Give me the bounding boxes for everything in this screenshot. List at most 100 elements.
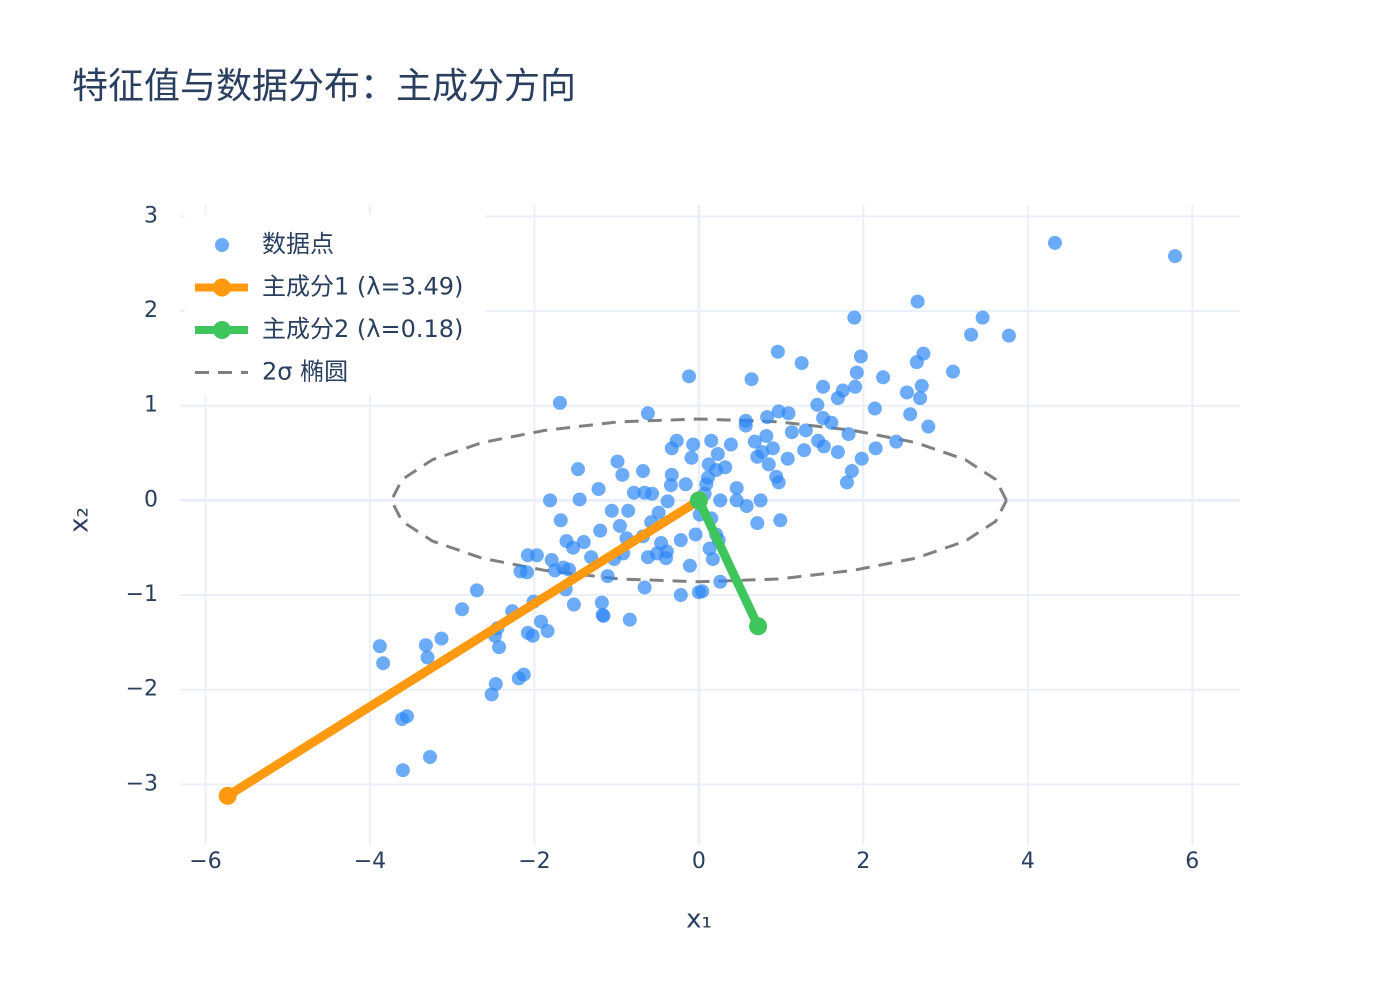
data-point bbox=[830, 445, 845, 460]
data-point bbox=[876, 370, 891, 385]
data-point bbox=[434, 631, 449, 646]
data-point bbox=[682, 558, 697, 573]
data-point bbox=[849, 365, 864, 380]
data-point bbox=[750, 516, 765, 531]
data-point bbox=[909, 355, 924, 370]
x-axis-title: x₁ bbox=[686, 905, 712, 935]
data-point bbox=[781, 406, 796, 421]
data-point bbox=[635, 464, 650, 479]
legend-label: 数据点 bbox=[262, 230, 334, 258]
data-point bbox=[594, 595, 609, 610]
data-point bbox=[621, 503, 636, 518]
data-point bbox=[839, 475, 854, 490]
data-point bbox=[572, 492, 587, 507]
data-point bbox=[484, 687, 499, 702]
data-point bbox=[686, 437, 701, 452]
data-point bbox=[553, 513, 568, 528]
data-point bbox=[695, 584, 710, 599]
data-point bbox=[660, 494, 675, 509]
component-point bbox=[218, 786, 237, 805]
data-point bbox=[622, 612, 637, 627]
data-point bbox=[913, 391, 928, 406]
data-point bbox=[914, 378, 929, 393]
data-point bbox=[816, 439, 831, 454]
x-tick-label: 6 bbox=[1185, 849, 1199, 874]
data-point bbox=[492, 640, 507, 655]
x-tick-label: 0 bbox=[692, 849, 706, 874]
data-point bbox=[637, 580, 652, 595]
data-point bbox=[422, 749, 437, 764]
data-point bbox=[847, 310, 862, 325]
data-point bbox=[663, 478, 678, 493]
data-point bbox=[688, 527, 703, 542]
data-point bbox=[571, 462, 586, 477]
component-line bbox=[223, 495, 704, 801]
data-point bbox=[704, 433, 719, 448]
data-point bbox=[576, 535, 591, 550]
data-point bbox=[420, 650, 435, 665]
data-point bbox=[854, 451, 869, 466]
data-point bbox=[372, 639, 387, 654]
data-point bbox=[547, 563, 562, 578]
data-point bbox=[750, 449, 765, 464]
chart-title: 特征值与数据分布：主成分方向 bbox=[72, 66, 576, 107]
data-point bbox=[761, 457, 776, 472]
data-point bbox=[626, 485, 641, 500]
data-point bbox=[455, 602, 470, 617]
data-point bbox=[561, 562, 576, 577]
data-point bbox=[723, 437, 738, 452]
data-point bbox=[710, 446, 725, 461]
data-point bbox=[395, 763, 410, 778]
legend-label: 主成分2 (λ=0.18) bbox=[262, 315, 463, 343]
data-point bbox=[964, 327, 979, 342]
data-point bbox=[684, 450, 699, 465]
data-point bbox=[376, 656, 391, 671]
data-point bbox=[566, 597, 581, 612]
data-point bbox=[816, 379, 831, 394]
data-point bbox=[780, 451, 795, 466]
data-point bbox=[830, 391, 845, 406]
data-point bbox=[729, 481, 744, 496]
data-point bbox=[705, 552, 720, 567]
data-point bbox=[610, 454, 625, 469]
y-tick-label: 3 bbox=[144, 203, 158, 228]
data-point bbox=[543, 493, 558, 508]
data-point bbox=[664, 441, 679, 456]
data-point bbox=[673, 533, 688, 548]
data-point bbox=[946, 364, 961, 379]
data-point bbox=[810, 397, 825, 412]
legend-label: 2σ 椭圆 bbox=[262, 358, 348, 386]
y-axis-title: x₂ bbox=[65, 507, 95, 533]
y-tick-label: 2 bbox=[144, 298, 158, 323]
data-point bbox=[759, 429, 774, 444]
data-point bbox=[612, 518, 627, 533]
data-point bbox=[794, 356, 809, 371]
data-point bbox=[975, 310, 990, 325]
data-point bbox=[469, 583, 484, 598]
data-point bbox=[903, 407, 918, 422]
data-point bbox=[1047, 235, 1062, 250]
data-point bbox=[868, 441, 883, 456]
data-point bbox=[824, 415, 839, 430]
data-point bbox=[848, 379, 863, 394]
component-line bbox=[694, 495, 763, 631]
data-point bbox=[678, 477, 693, 492]
data-point bbox=[798, 423, 813, 438]
data-point bbox=[844, 464, 859, 479]
y-tick-label: −3 bbox=[126, 771, 158, 796]
data-point bbox=[525, 628, 540, 643]
data-point bbox=[640, 550, 655, 565]
y-tick-label: −2 bbox=[126, 677, 158, 702]
data-point bbox=[1168, 249, 1183, 264]
data-point bbox=[604, 503, 619, 518]
data-point bbox=[910, 294, 925, 309]
data-point bbox=[593, 523, 608, 538]
data-point bbox=[682, 369, 697, 384]
component-point bbox=[689, 491, 708, 510]
data-point bbox=[867, 401, 882, 416]
data-point bbox=[784, 425, 799, 440]
data-point bbox=[664, 467, 679, 482]
data-point bbox=[773, 513, 788, 528]
